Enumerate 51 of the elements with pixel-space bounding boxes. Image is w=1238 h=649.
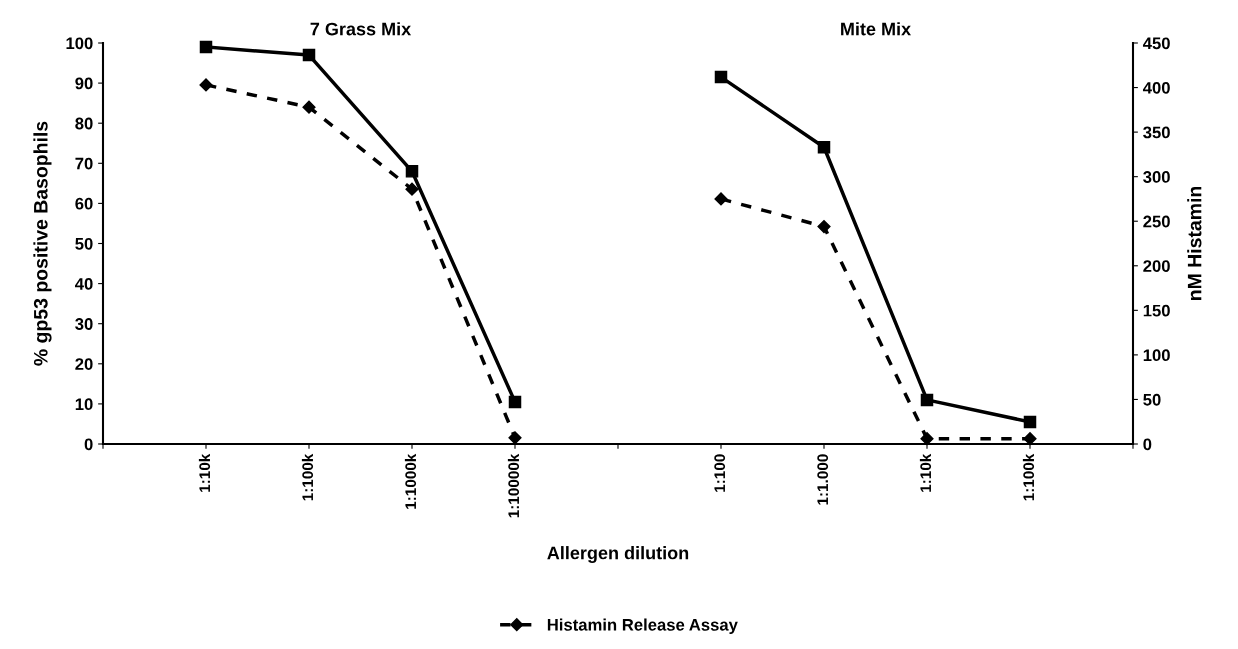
y-tick-label: 90 <box>75 77 93 90</box>
text: 7 Grass Mix <box>310 22 412 36</box>
legend-label: Histamin Release Assay <box>547 618 738 634</box>
y2-axis-title: nM Histamin <box>1187 186 1202 301</box>
point <box>714 192 728 206</box>
x-tick-label: 1:100k <box>301 453 314 501</box>
y2-tick-label: 0 <box>1143 438 1152 451</box>
point <box>405 165 419 178</box>
point <box>199 78 213 92</box>
x-tick-label: 1:10k <box>919 453 932 492</box>
y-tick-label: 100 <box>66 37 93 50</box>
point <box>302 48 316 62</box>
x-tick-label: 1:1.000 <box>817 454 829 505</box>
point <box>1023 415 1037 429</box>
x-tick-label: 1:100 <box>714 454 726 492</box>
point <box>920 432 934 446</box>
x-tick-label: 1:100k <box>1022 453 1035 501</box>
y-tick-label: 60 <box>75 197 93 210</box>
point <box>817 141 831 154</box>
y-tick-label: 80 <box>75 117 93 130</box>
text: Mite Mix <box>841 22 911 36</box>
y-tick-label: 10 <box>75 398 93 411</box>
y2-tick-label: 150 <box>1143 304 1170 317</box>
point <box>920 393 934 407</box>
y2-tick-label: 250 <box>1143 215 1170 228</box>
y2-tick-label: 350 <box>1143 126 1170 139</box>
point <box>817 219 831 234</box>
y2-tick-label: 200 <box>1143 260 1170 272</box>
y2-tick-label: 300 <box>1143 171 1170 183</box>
y2-tick-label: 50 <box>1143 393 1161 406</box>
x-tick-label: 1:1000k <box>404 453 417 509</box>
y-axis-title: % gp53 positive Basophils <box>33 121 52 366</box>
x-tick-label: 1:10000k <box>507 453 520 518</box>
y2-tick-label: 400 <box>1142 81 1170 94</box>
point <box>1023 432 1037 446</box>
point <box>405 182 419 196</box>
x-axis-title: Allergen dilution <box>547 546 689 563</box>
x-tick-label: 1:10k <box>198 453 211 492</box>
y-tick-label: 30 <box>75 318 93 330</box>
y2-tick-label: 450 <box>1142 37 1170 50</box>
point <box>302 100 316 114</box>
y-tick-label: 50 <box>75 237 93 250</box>
point <box>714 70 728 84</box>
point <box>508 431 522 445</box>
y-tick-label: 70 <box>75 157 93 170</box>
y-tick-label: 20 <box>75 358 93 370</box>
point <box>199 40 213 54</box>
y2-tick-label: 100 <box>1143 349 1170 362</box>
y-tick-label: 0 <box>84 438 93 451</box>
point <box>508 395 522 409</box>
y-tick-label: 40 <box>74 278 93 290</box>
